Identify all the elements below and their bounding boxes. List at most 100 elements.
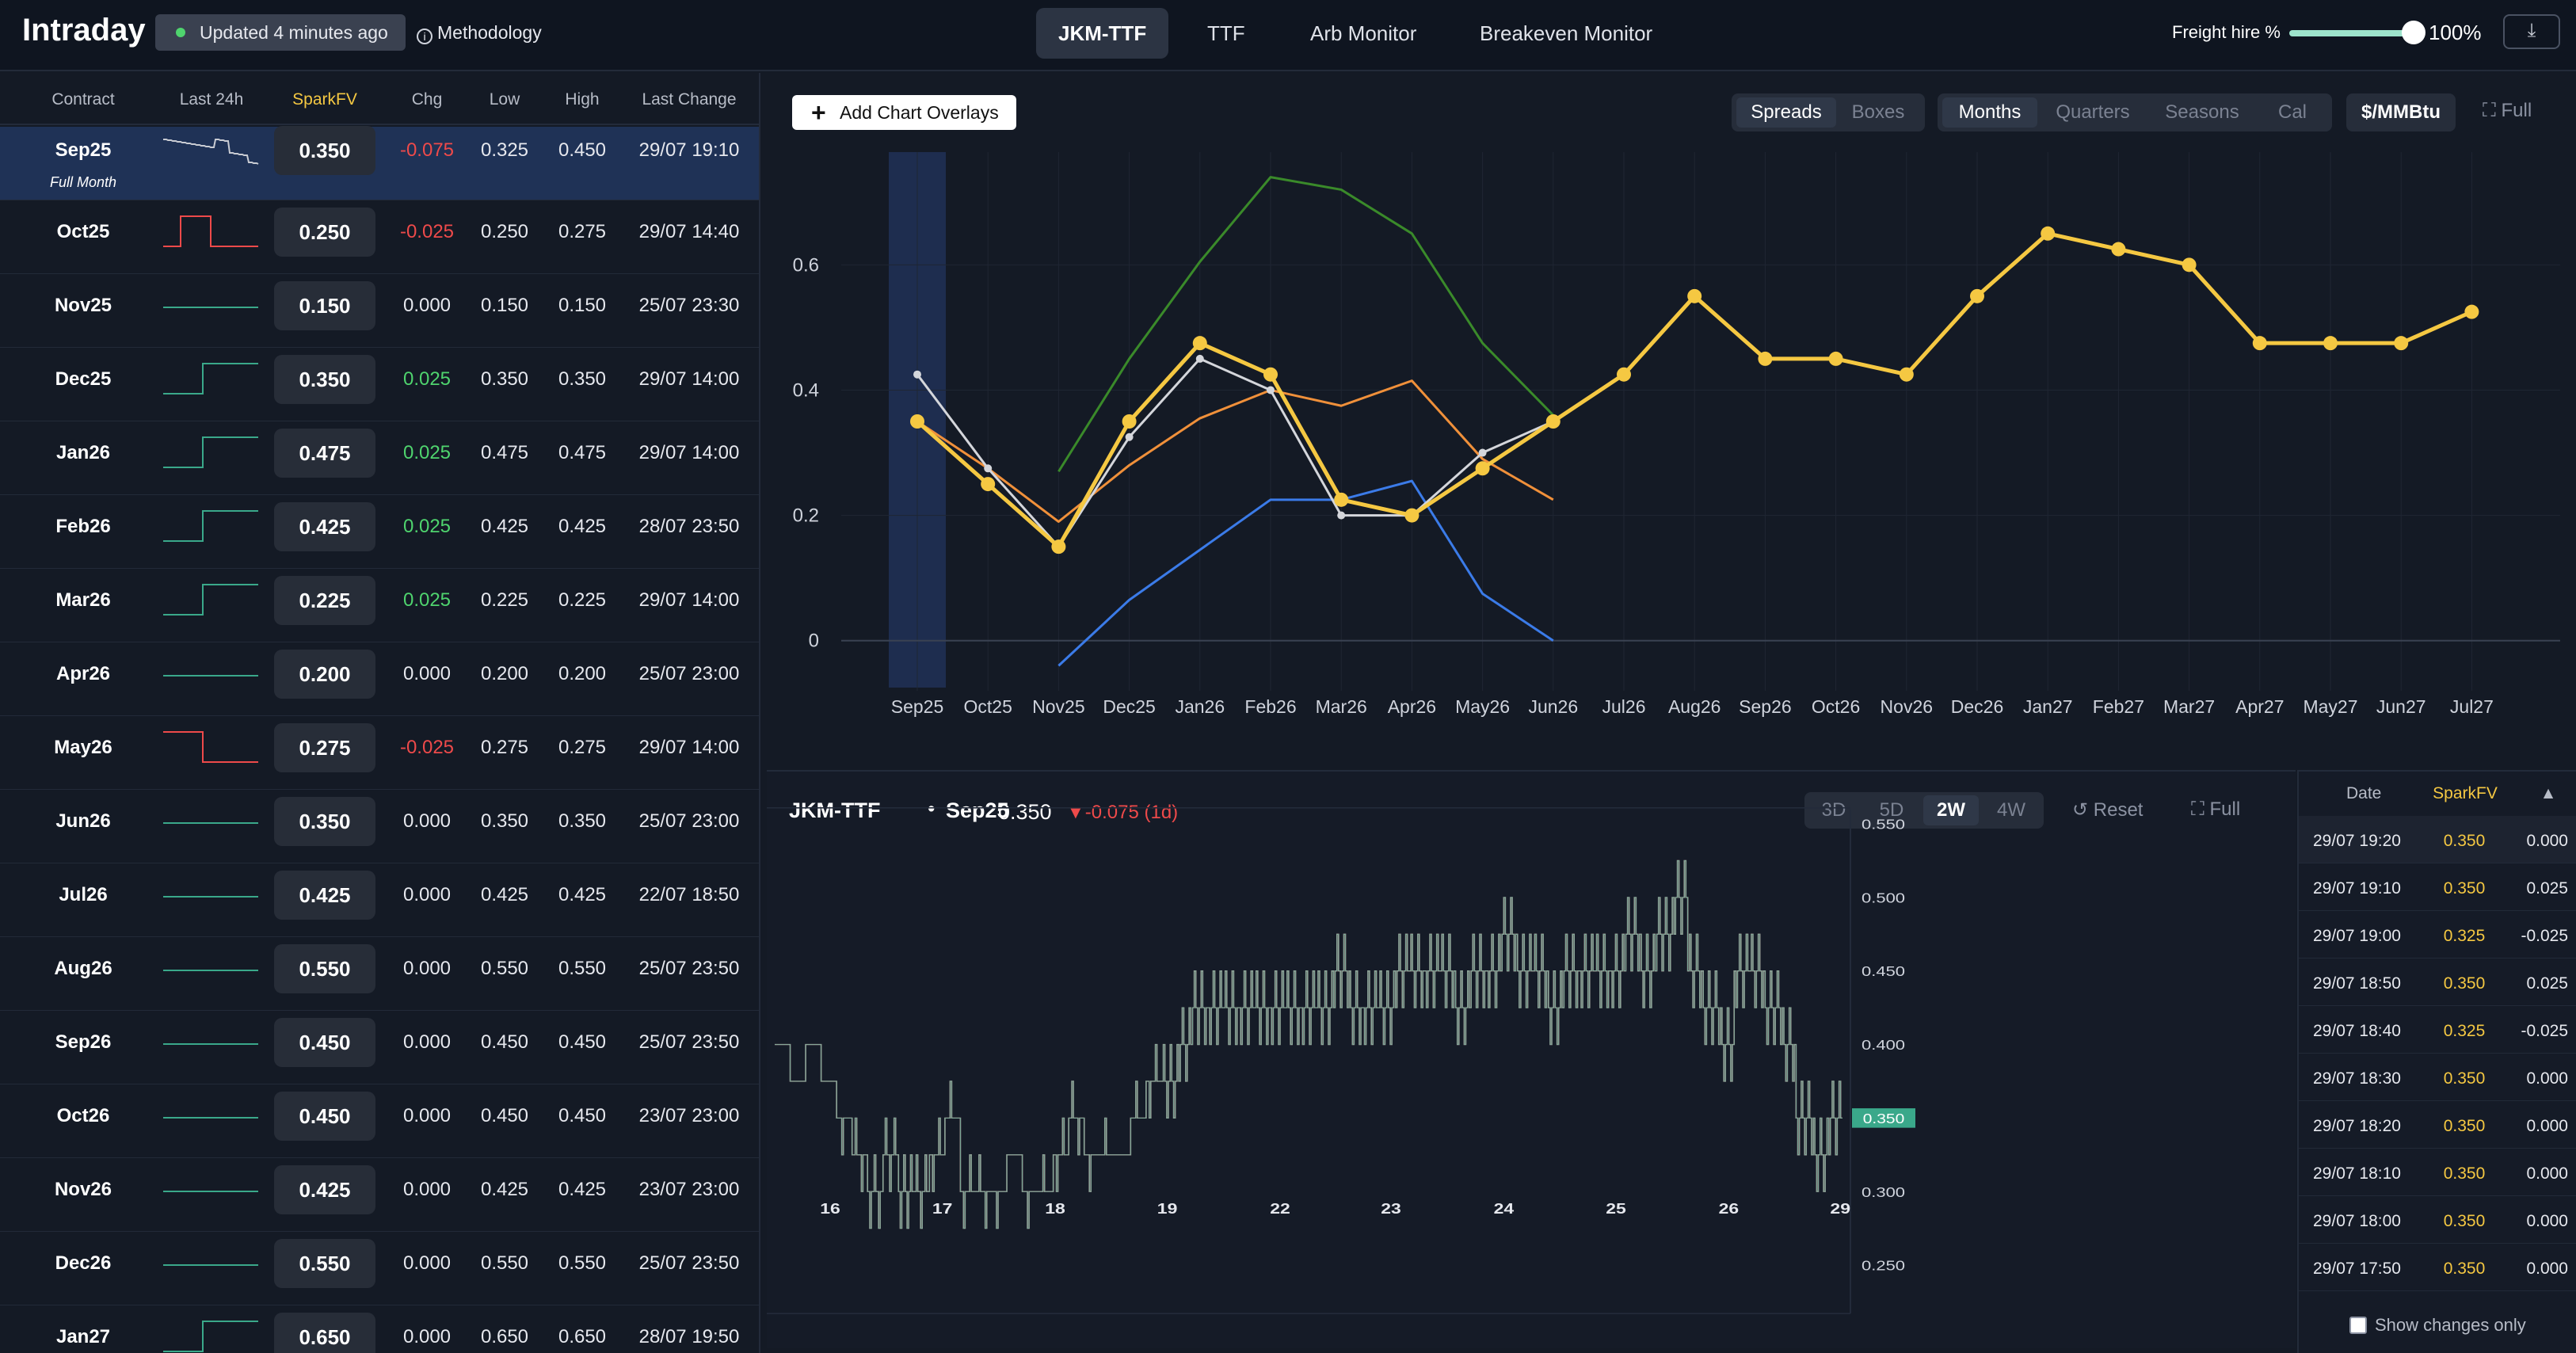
data-point[interactable]	[1337, 511, 1346, 520]
view-spreads[interactable]: Spreads	[1736, 97, 1836, 128]
data-point[interactable]	[2041, 226, 2056, 241]
period-months[interactable]: Months	[1942, 97, 2037, 128]
forward-curve-chart[interactable]: 0 0.2 0.4 0.6 Sep25 Oct25 Nov25 Dec25 Jan26 Feb26…	[762, 73, 2576, 762]
data-point[interactable]	[1404, 508, 1419, 523]
data-point[interactable]	[1828, 351, 1843, 366]
reset-button[interactable]: ↺ Reset	[2072, 798, 2143, 821]
curve-full-button[interactable]: ⛶ Full	[2483, 100, 2532, 122]
freight-slider-handle[interactable]	[2402, 21, 2425, 44]
history-row[interactable]: 29/07 19:00 0.325 -0.025	[2299, 911, 2576, 959]
history-row[interactable]: 29/07 19:20 0.350 0.000	[2299, 816, 2576, 863]
period-seasons[interactable]: Seasons	[2165, 101, 2239, 123]
table-row[interactable]: Jun26 0.350 0.000 0.350 0.350 25/07 23:00	[0, 790, 759, 863]
history-row[interactable]: 29/07 18:40 0.325 -0.025	[2299, 1006, 2576, 1054]
data-point[interactable]	[913, 370, 921, 379]
table-row[interactable]: Aug26 0.550 0.000 0.550 0.550 25/07 23:50	[0, 937, 759, 1011]
data-point[interactable]	[1475, 461, 1490, 476]
table-row[interactable]: Dec25 0.350 0.025 0.350 0.350 29/07 14:00	[0, 348, 759, 421]
sort-asc-icon[interactable]: ▲	[2540, 784, 2557, 802]
tab-arb-monitor[interactable]: Arb Monitor	[1310, 21, 1417, 45]
data-point[interactable]	[1192, 336, 1207, 351]
col-low[interactable]: Low	[489, 90, 520, 109]
data-point[interactable]	[1122, 414, 1137, 429]
data-point[interactable]	[1195, 354, 1204, 363]
table-row[interactable]: May26 0.275 -0.025 0.275 0.275 29/07 14:00	[0, 716, 759, 790]
data-point[interactable]	[910, 414, 924, 429]
data-point[interactable]	[2252, 336, 2267, 351]
chart-full-button[interactable]: ⛶ Full	[2191, 798, 2240, 821]
table-row[interactable]: Mar26 0.225 0.025 0.225 0.225 29/07 14:00	[0, 569, 759, 642]
table-row[interactable]: Apr26 0.200 0.000 0.200 0.200 25/07 23:00	[0, 642, 759, 716]
show-changes-only-toggle[interactable]: Show changes only	[2349, 1315, 2526, 1336]
period-quarters[interactable]: Quarters	[2056, 101, 2130, 123]
table-row[interactable]: Sep25 Full Month 0.350 -0.075 0.325 0.450 29/0…	[0, 126, 759, 200]
freight-hire-slider[interactable]	[2289, 21, 2425, 44]
col-chg[interactable]: Chg	[411, 90, 443, 109]
unit-selector[interactable]: $/MMBtu	[2346, 93, 2456, 131]
table-row[interactable]: Oct25 0.250 -0.025 0.250 0.275 29/07 14:40	[0, 200, 759, 274]
data-point[interactable]	[2182, 257, 2197, 273]
history-row[interactable]: 29/07 18:20 0.350 0.000	[2299, 1101, 2576, 1149]
table-row[interactable]: Oct26 0.450 0.000 0.450 0.450 23/07 23:00	[0, 1084, 759, 1158]
view-boxes[interactable]: Boxes	[1851, 101, 1905, 123]
col-sparkfv[interactable]: SparkFV	[292, 90, 357, 109]
history-row[interactable]: 29/07 19:10 0.350 0.025	[2299, 863, 2576, 911]
tab-breakeven-monitor[interactable]: Breakeven Monitor	[1480, 21, 1653, 45]
table-row[interactable]: Nov26 0.425 0.000 0.425 0.425 23/07 23:00	[0, 1158, 759, 1232]
add-chart-overlays-button[interactable]: + Add Chart Overlays	[792, 95, 1016, 130]
price-tick-label: 0.450	[1862, 964, 1905, 980]
tab-ttf[interactable]: TTF	[1207, 21, 1245, 45]
data-point[interactable]	[1125, 433, 1134, 441]
data-point[interactable]	[984, 464, 993, 473]
download-button[interactable]: ⤓	[2503, 14, 2560, 49]
data-point[interactable]	[1334, 492, 1349, 507]
range-3d[interactable]: 3D	[1821, 799, 1846, 821]
table-row[interactable]: Nov25 0.150 0.000 0.150 0.150 25/07 23:30	[0, 274, 759, 348]
history-row[interactable]: 29/07 17:50 0.350 0.000	[2299, 1244, 2576, 1291]
history-row[interactable]: 29/07 18:10 0.350 0.000	[2299, 1149, 2576, 1196]
data-point[interactable]	[981, 477, 996, 492]
data-point[interactable]	[1687, 288, 1702, 303]
range-2w[interactable]: 2W	[1923, 795, 1979, 825]
data-point[interactable]	[1617, 367, 1631, 382]
price-history-chart[interactable]: 0.250 0.300 0.350 0.400 0.450 0.500 0.550 16 17 1…	[767, 772, 2296, 1350]
series-line[interactable]	[1057, 176, 1554, 473]
data-point[interactable]	[1263, 367, 1278, 382]
col-contract[interactable]: Contract	[51, 90, 115, 109]
history-row[interactable]: 29/07 18:50 0.350 0.025	[2299, 959, 2576, 1006]
table-row[interactable]: Jan27 0.650 0.000 0.650 0.650 28/07 19:50	[0, 1305, 759, 1353]
data-point[interactable]	[1478, 448, 1487, 457]
series-line[interactable]	[1057, 479, 1554, 667]
range-4w[interactable]: 4W	[1997, 799, 2025, 821]
hist-col-sparkfv[interactable]: SparkFV	[2433, 784, 2498, 802]
history-row[interactable]: 29/07 18:30 0.350 0.000	[2299, 1054, 2576, 1101]
methodology-link[interactable]: i Methodology	[417, 22, 542, 44]
series-line[interactable]	[916, 379, 1554, 524]
hist-col-date[interactable]: Date	[2346, 784, 2382, 802]
data-point[interactable]	[2394, 336, 2409, 351]
data-point[interactable]	[1758, 351, 1773, 366]
data-point[interactable]	[2111, 242, 2126, 257]
table-row[interactable]: Feb26 0.425 0.025 0.425 0.425 28/07 23:50	[0, 495, 759, 569]
table-row[interactable]: Jul26 0.425 0.000 0.425 0.425 22/07 18:50	[0, 863, 759, 937]
data-point[interactable]	[1899, 367, 1914, 382]
data-point[interactable]	[2464, 304, 2479, 319]
data-point[interactable]	[1545, 414, 1560, 429]
tab-jkm-ttf[interactable]: JKM-TTF	[1036, 8, 1169, 59]
table-row[interactable]: Jan26 0.475 0.025 0.475 0.475 29/07 14:00	[0, 421, 759, 495]
series-line[interactable]	[916, 357, 1554, 548]
data-point[interactable]	[2323, 336, 2338, 351]
history-row[interactable]: 29/07 18:00 0.350 0.000	[2299, 1196, 2576, 1244]
data-point[interactable]	[1051, 539, 1066, 555]
high-value: 0.475	[558, 442, 607, 463]
checkbox[interactable]	[2349, 1317, 2367, 1334]
table-row[interactable]: Sep26 0.450 0.000 0.450 0.450 25/07 23:50	[0, 1011, 759, 1084]
table-row[interactable]: Dec26 0.550 0.000 0.550 0.550 25/07 23:50	[0, 1232, 759, 1305]
data-point[interactable]	[1970, 288, 1984, 303]
range-5d[interactable]: 5D	[1879, 799, 1904, 821]
col-high[interactable]: High	[565, 90, 600, 109]
col-last-change[interactable]: Last Change	[642, 90, 737, 109]
col-last-24h[interactable]: Last 24h	[179, 90, 244, 109]
period-cal[interactable]: Cal	[2277, 101, 2307, 123]
data-point[interactable]	[1267, 386, 1275, 394]
